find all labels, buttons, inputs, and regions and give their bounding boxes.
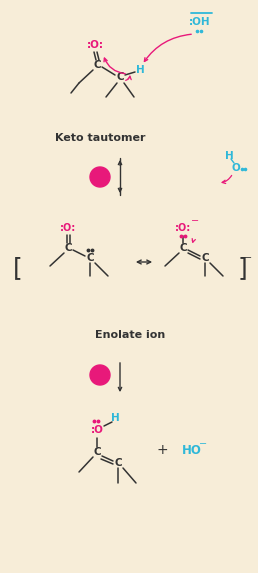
Text: C: C [116,72,124,82]
Text: −: − [199,439,207,449]
Text: C: C [93,447,101,457]
Text: H: H [225,151,233,161]
Text: +: + [156,443,168,457]
Text: 2: 2 [96,370,104,380]
Text: Keto tautomer: Keto tautomer [55,133,145,143]
Text: ]: ] [237,256,247,280]
Circle shape [90,167,110,187]
Text: :O: :O [91,425,103,435]
Text: C: C [201,253,209,263]
Text: H: H [136,65,144,75]
Text: C: C [114,458,122,468]
Text: :O:: :O: [175,223,191,233]
Text: HO: HO [182,444,202,457]
Text: :O:: :O: [86,40,103,50]
Text: −: − [191,216,199,226]
Text: [: [ [13,256,23,280]
Text: C: C [86,253,94,263]
Text: 1: 1 [96,172,104,182]
Text: Enolate ion: Enolate ion [95,330,165,340]
Text: :O:: :O: [60,223,76,233]
Text: H: H [111,413,119,423]
Text: C: C [64,243,72,253]
Text: C: C [93,60,101,70]
Text: O: O [232,163,240,173]
Text: C: C [179,243,187,253]
Text: :OH: :OH [189,17,211,27]
Text: −: − [244,253,252,263]
Circle shape [90,365,110,385]
